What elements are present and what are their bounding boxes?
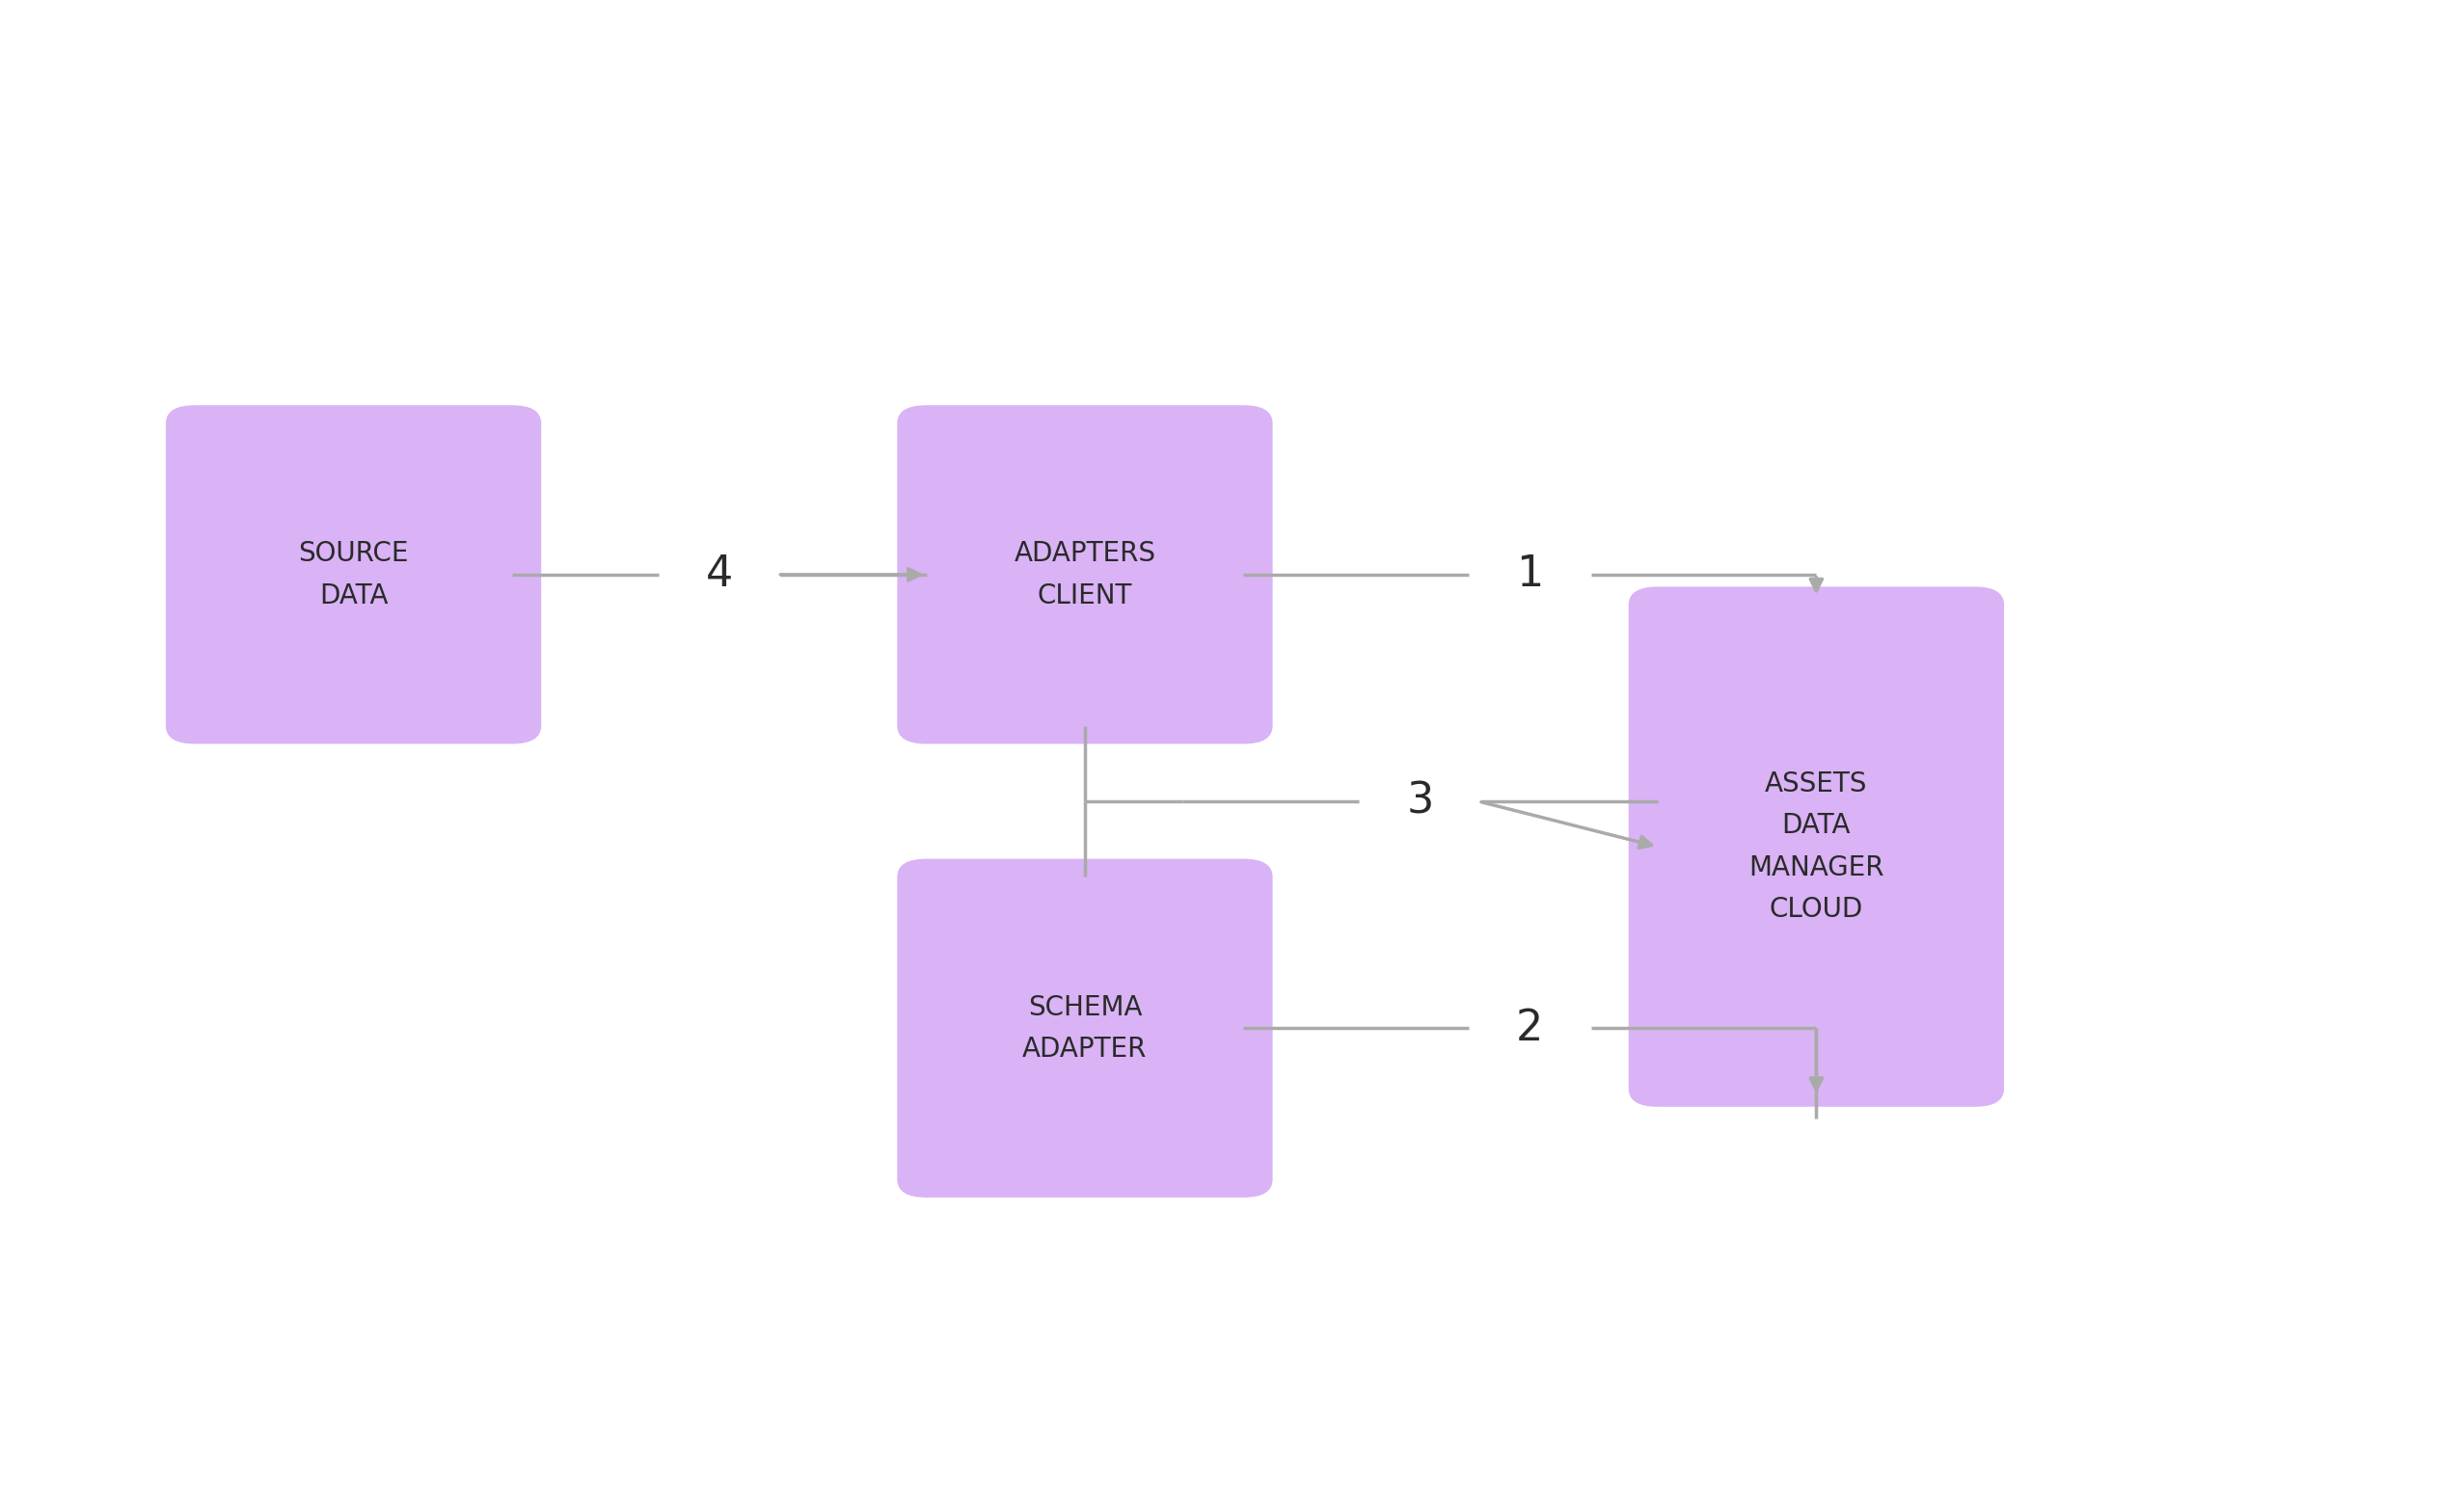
FancyBboxPatch shape [166,405,541,744]
Text: 3: 3 [1407,780,1434,823]
Text: ADAPTERS
CLIENT: ADAPTERS CLIENT [1014,540,1156,609]
FancyBboxPatch shape [1629,587,2004,1107]
Text: 1: 1 [1516,553,1543,596]
Text: 2: 2 [1516,1007,1543,1049]
Text: 4: 4 [705,553,734,596]
Text: SCHEMA
ADAPTER: SCHEMA ADAPTER [1022,993,1148,1063]
FancyBboxPatch shape [897,859,1273,1198]
Text: ASSETS
DATA
MANAGER
CLOUD: ASSETS DATA MANAGER CLOUD [1748,771,1885,922]
FancyBboxPatch shape [897,405,1273,744]
Text: SOURCE
DATA: SOURCE DATA [297,540,410,609]
